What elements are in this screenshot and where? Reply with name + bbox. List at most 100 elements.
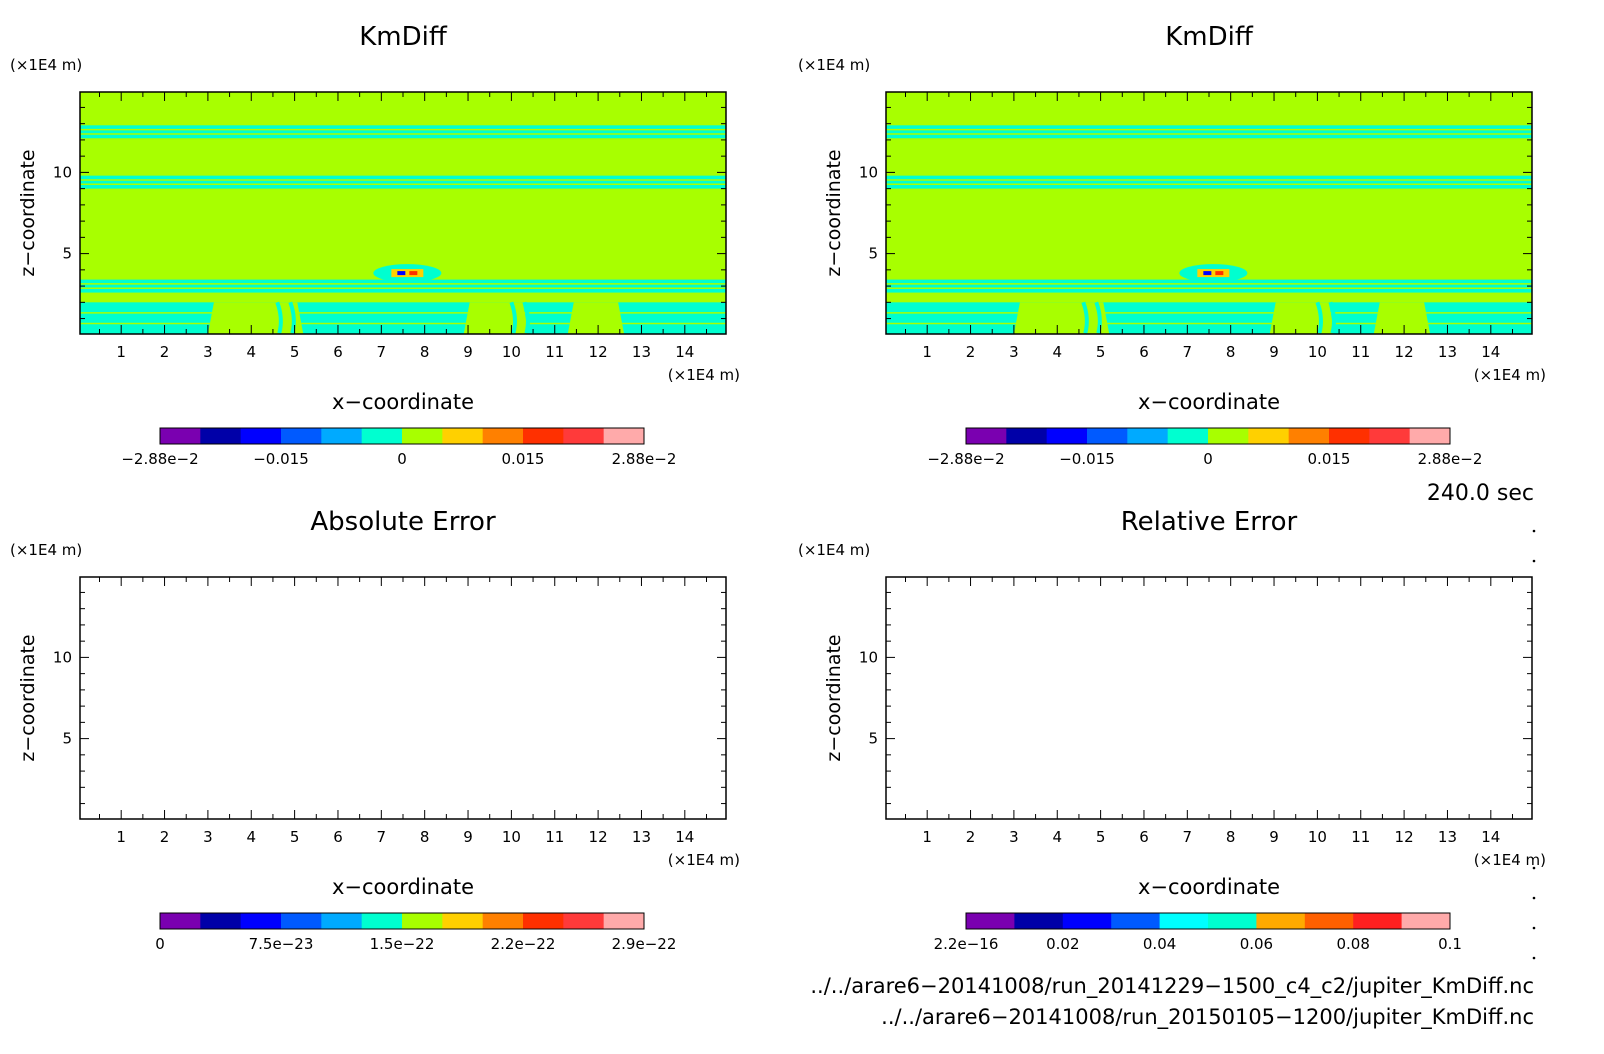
anomaly-core — [391, 269, 424, 278]
x-axis-label: x−coordinate — [1138, 390, 1280, 414]
x-unit-label: (×1E4 m) — [1474, 366, 1546, 384]
x-tick-label: 11 — [545, 828, 564, 846]
colorbar-swatch — [1248, 428, 1290, 444]
x-tick-label: 12 — [1395, 828, 1414, 846]
colorbar-swatch — [1208, 428, 1249, 444]
x-tick-label: 4 — [246, 343, 256, 361]
x-tick-label: 11 — [545, 343, 564, 361]
panel-absolute-error: Absolute Error (×1E4 m) z−coordinate (×1… — [10, 507, 740, 953]
colorbar-label: 0 — [1203, 450, 1213, 468]
panel-title: KmDiff — [1165, 22, 1254, 52]
colorbar-frame — [159, 912, 645, 930]
colorbar-swatch — [1288, 428, 1330, 444]
x-tick-label: 10 — [1308, 828, 1327, 846]
colorbar-swatch — [160, 428, 201, 444]
x-tick-label: 10 — [502, 828, 521, 846]
anomaly-neg — [1203, 271, 1212, 276]
x-tick-label: 6 — [333, 828, 343, 846]
x-tick-label: 7 — [1183, 343, 1193, 361]
x-tick-label: 1 — [116, 343, 126, 361]
y-tick-label: 10 — [53, 648, 72, 666]
plume-streak-0 — [1081, 301, 1089, 334]
axis-ticks — [80, 577, 726, 819]
x-tick-label: 8 — [1226, 828, 1236, 846]
colorbar-swatch — [442, 913, 484, 929]
field-band-0 — [886, 125, 1532, 139]
colorbar-swatch — [563, 428, 605, 444]
y-tick-label: 5 — [868, 245, 878, 263]
colorbar-swatch — [1087, 428, 1128, 444]
panel-kmdiff-right: KmDiff (×1E4 m) z−coordinate (×1E4 m) x−… — [798, 22, 1546, 468]
x-tick-label: 13 — [632, 828, 651, 846]
x-tick-label: 8 — [420, 343, 430, 361]
y-axis-label: z−coordinate — [823, 149, 845, 276]
colorbar-swatch — [482, 913, 524, 929]
colorbar-swatch — [1304, 913, 1354, 929]
x-tick-label: 2 — [966, 828, 976, 846]
colorbar-label: 0.015 — [1308, 450, 1351, 468]
colorbar-swatch — [1046, 428, 1088, 444]
x-tick-label: 3 — [203, 343, 213, 361]
x-tick-label: 8 — [420, 828, 430, 846]
colorbar-label: 0.06 — [1240, 935, 1273, 953]
field-band-2 — [80, 279, 726, 293]
colorbar-swatch — [1401, 913, 1451, 929]
colorbar-swatch — [1111, 913, 1161, 929]
x-tick-label: 13 — [632, 343, 651, 361]
x-tick-label: 12 — [589, 343, 608, 361]
x-tick-label: 1 — [922, 828, 932, 846]
x-tick-label: 9 — [1269, 343, 1279, 361]
x-tick-label: 10 — [502, 343, 521, 361]
y-axis-label: z−coordinate — [823, 634, 845, 761]
colorbar-swatch — [240, 428, 282, 444]
time-label: 240.0 sec — [1427, 481, 1534, 506]
colorbar-swatch — [281, 913, 322, 929]
colorbar-swatch — [482, 428, 524, 444]
x-tick-label: 1 — [922, 343, 932, 361]
colorbar-swatch — [402, 913, 443, 929]
field-band-0 — [80, 125, 726, 139]
x-tick-label: 6 — [333, 343, 343, 361]
field-band-1 — [886, 175, 1532, 189]
colorbar-label: 2.2e−22 — [491, 935, 556, 953]
field-band-2 — [886, 279, 1532, 293]
x-tick-label: 3 — [1009, 828, 1019, 846]
panel-relative-error: Relative Error (×1E4 m) z−coordinate (×1… — [798, 507, 1546, 953]
colorbar-swatch — [1062, 913, 1112, 929]
panel-kmdiff-left: KmDiff (×1E4 m) z−coordinate (×1E4 m) x−… — [10, 22, 740, 468]
colorbar-label: −0.015 — [1059, 450, 1115, 468]
colorbar-label: 0.04 — [1143, 935, 1176, 953]
file-path-1: ../../arare6−20141008/run_20141229−1500_… — [810, 974, 1534, 999]
y-tick-label: 5 — [62, 730, 72, 748]
y-unit-label: (×1E4 m) — [10, 56, 82, 74]
colorbar-swatch — [1353, 913, 1403, 929]
colorbar: 2.2e−16 0.02 0.04 0.06 0.08 0.1 — [934, 912, 1462, 953]
edge-dots — [1532, 529, 1536, 960]
x-tick-label: 5 — [290, 828, 300, 846]
plume-region-2 — [1373, 302, 1431, 334]
colorbar-swatch — [361, 428, 403, 444]
plume-streak-2 — [509, 301, 517, 334]
x-tick-label: 5 — [1096, 343, 1106, 361]
colorbar-swatch — [1208, 913, 1257, 929]
colorbar-swatch — [1159, 913, 1209, 929]
x-tick-label: 11 — [1351, 343, 1370, 361]
y-axis-label: z−coordinate — [17, 634, 39, 761]
colorbar-swatch — [563, 913, 605, 929]
panel-title: Absolute Error — [310, 507, 496, 537]
panel-title: KmDiff — [359, 22, 448, 52]
colorbar-label: −2.88e−2 — [927, 450, 1004, 468]
colorbar-swatch — [523, 913, 564, 929]
colorbar-label: 0 — [155, 935, 165, 953]
colorbar-label: 0.08 — [1336, 935, 1369, 953]
plume-region-1 — [1269, 302, 1335, 334]
x-tick-label: 8 — [1226, 343, 1236, 361]
x-tick-label: 9 — [1269, 828, 1279, 846]
anomaly-neg — [397, 271, 406, 276]
x-tick-label: 2 — [160, 828, 170, 846]
colorbar-swatch — [200, 913, 242, 929]
axis-ticks — [886, 577, 1532, 819]
colorbar-frame — [965, 427, 1451, 445]
heatmap-field — [886, 92, 1532, 334]
